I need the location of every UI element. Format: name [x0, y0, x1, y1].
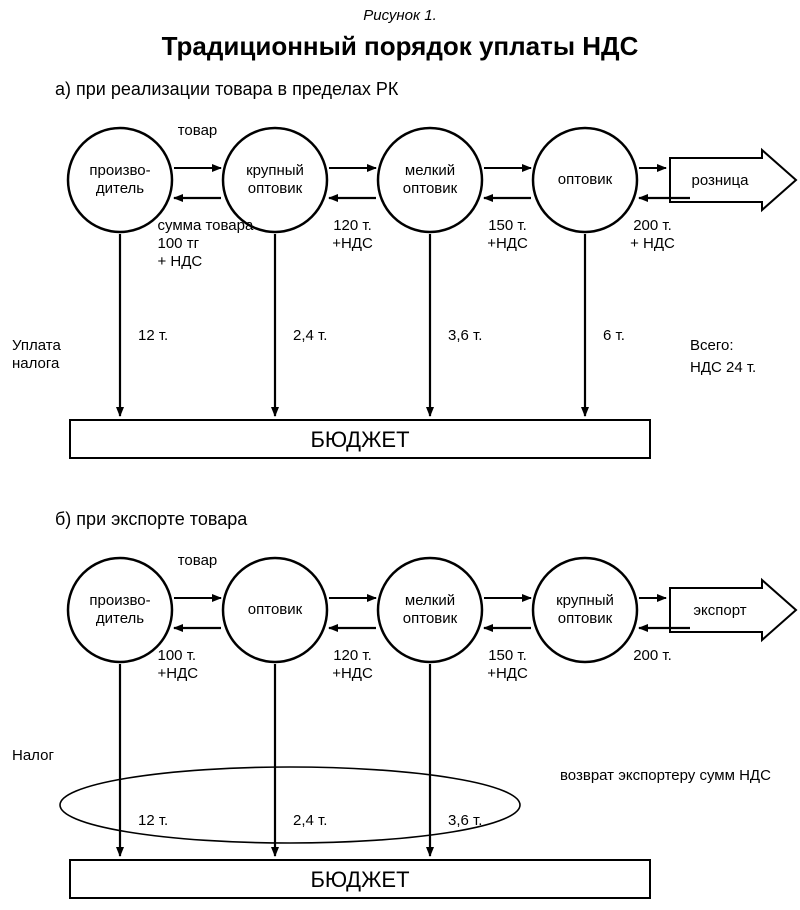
- svg-text:120 т.: 120 т.: [333, 217, 372, 234]
- svg-text:+НДС: +НДС: [487, 665, 528, 682]
- svg-text:дитель: дитель: [96, 610, 144, 627]
- svg-text:розница: розница: [692, 172, 750, 189]
- svg-text:200 т.: 200 т.: [633, 217, 672, 234]
- svg-text:Налог: Налог: [12, 747, 54, 764]
- svg-text:а) при реализации товара в пре: а) при реализации товара в пределах РК: [55, 79, 399, 99]
- svg-text:крупный: крупный: [246, 162, 304, 179]
- svg-text:100 тг: 100 тг: [158, 235, 200, 252]
- svg-text:120 т.: 120 т.: [333, 647, 372, 664]
- svg-text:произво-: произво-: [89, 592, 150, 609]
- svg-text:БЮДЖЕТ: БЮДЖЕТ: [310, 427, 409, 452]
- svg-text:3,6 т.: 3,6 т.: [448, 327, 482, 344]
- svg-text:крупный: крупный: [556, 592, 614, 609]
- svg-text:оптовик: оптовик: [248, 180, 303, 197]
- svg-text:налога: налога: [12, 355, 60, 372]
- svg-text:+НДС: +НДС: [158, 665, 199, 682]
- svg-text:2,4 т.: 2,4 т.: [293, 812, 327, 829]
- svg-text:мелкий: мелкий: [405, 592, 455, 609]
- svg-text:Всего:: Всего:: [690, 337, 734, 354]
- svg-text:2,4 т.: 2,4 т.: [293, 327, 327, 344]
- svg-text:100 т.: 100 т.: [158, 647, 197, 664]
- svg-text:+НДС: +НДС: [332, 235, 373, 252]
- svg-text:б) при экспорте товара: б) при экспорте товара: [55, 509, 248, 529]
- svg-text:оптовик: оптовик: [558, 171, 613, 188]
- svg-text:товар: товар: [178, 552, 218, 569]
- svg-text:+ НДС: + НДС: [158, 253, 203, 270]
- svg-text:мелкий: мелкий: [405, 162, 455, 179]
- svg-text:оптовик: оптовик: [558, 610, 613, 627]
- svg-text:возврат экспортеру сумм НДС: возврат экспортеру сумм НДС: [560, 767, 771, 784]
- svg-text:оптовик: оптовик: [403, 180, 458, 197]
- svg-text:экспорт: экспорт: [693, 602, 746, 619]
- svg-text:+ НДС: + НДС: [630, 235, 675, 252]
- svg-text:БЮДЖЕТ: БЮДЖЕТ: [310, 867, 409, 892]
- svg-text:оптовик: оптовик: [403, 610, 458, 627]
- svg-text:Уплата: Уплата: [12, 337, 61, 354]
- svg-text:произво-: произво-: [89, 162, 150, 179]
- svg-text:Рисунок 1.: Рисунок 1.: [363, 7, 437, 24]
- svg-text:+НДС: +НДС: [332, 665, 373, 682]
- svg-text:оптовик: оптовик: [248, 601, 303, 618]
- svg-text:6 т.: 6 т.: [603, 327, 625, 344]
- svg-text:12 т.: 12 т.: [138, 812, 168, 829]
- svg-text:сумма товара: сумма товара: [158, 217, 254, 234]
- svg-text:200 т.: 200 т.: [633, 647, 672, 664]
- svg-text:+НДС: +НДС: [487, 235, 528, 252]
- svg-text:товар: товар: [178, 122, 218, 139]
- svg-text:Традиционный порядок уплаты НД: Традиционный порядок уплаты НДС: [162, 31, 639, 61]
- svg-text:НДС 24 т.: НДС 24 т.: [690, 359, 756, 376]
- svg-text:12 т.: 12 т.: [138, 327, 168, 344]
- svg-text:150 т.: 150 т.: [488, 647, 527, 664]
- svg-text:дитель: дитель: [96, 180, 144, 197]
- svg-text:150 т.: 150 т.: [488, 217, 527, 234]
